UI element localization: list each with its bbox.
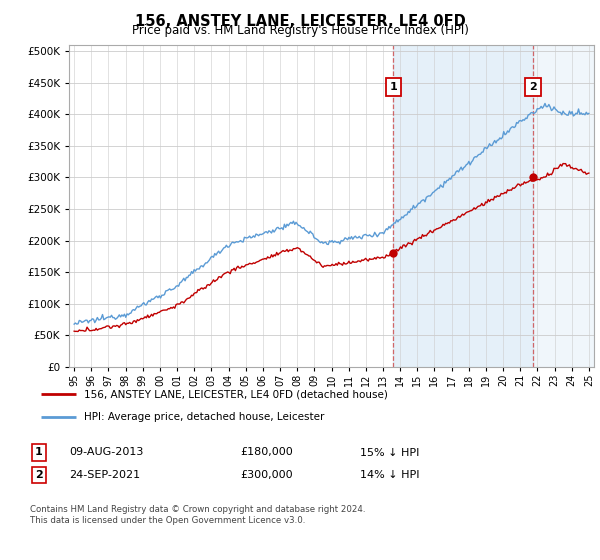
Text: £180,000: £180,000 (240, 447, 293, 458)
Text: 156, ANSTEY LANE, LEICESTER, LE4 0FD (detached house): 156, ANSTEY LANE, LEICESTER, LE4 0FD (de… (84, 389, 388, 399)
Text: 14% ↓ HPI: 14% ↓ HPI (360, 470, 419, 480)
Text: 1: 1 (389, 82, 397, 92)
Text: £300,000: £300,000 (240, 470, 293, 480)
Text: 2: 2 (529, 82, 536, 92)
Text: 1: 1 (35, 447, 43, 458)
Text: 09-AUG-2013: 09-AUG-2013 (69, 447, 143, 458)
Text: Contains HM Land Registry data © Crown copyright and database right 2024.
This d: Contains HM Land Registry data © Crown c… (30, 505, 365, 525)
Text: 24-SEP-2021: 24-SEP-2021 (69, 470, 140, 480)
Text: Price paid vs. HM Land Registry's House Price Index (HPI): Price paid vs. HM Land Registry's House … (131, 24, 469, 37)
Bar (533, 45, 594, 367)
Text: HPI: Average price, detached house, Leicester: HPI: Average price, detached house, Leic… (84, 412, 325, 422)
Text: 2: 2 (35, 470, 43, 480)
Text: 15% ↓ HPI: 15% ↓ HPI (360, 447, 419, 458)
Text: 156, ANSTEY LANE, LEICESTER, LE4 0FD: 156, ANSTEY LANE, LEICESTER, LE4 0FD (134, 14, 466, 29)
Bar (393, 45, 533, 367)
